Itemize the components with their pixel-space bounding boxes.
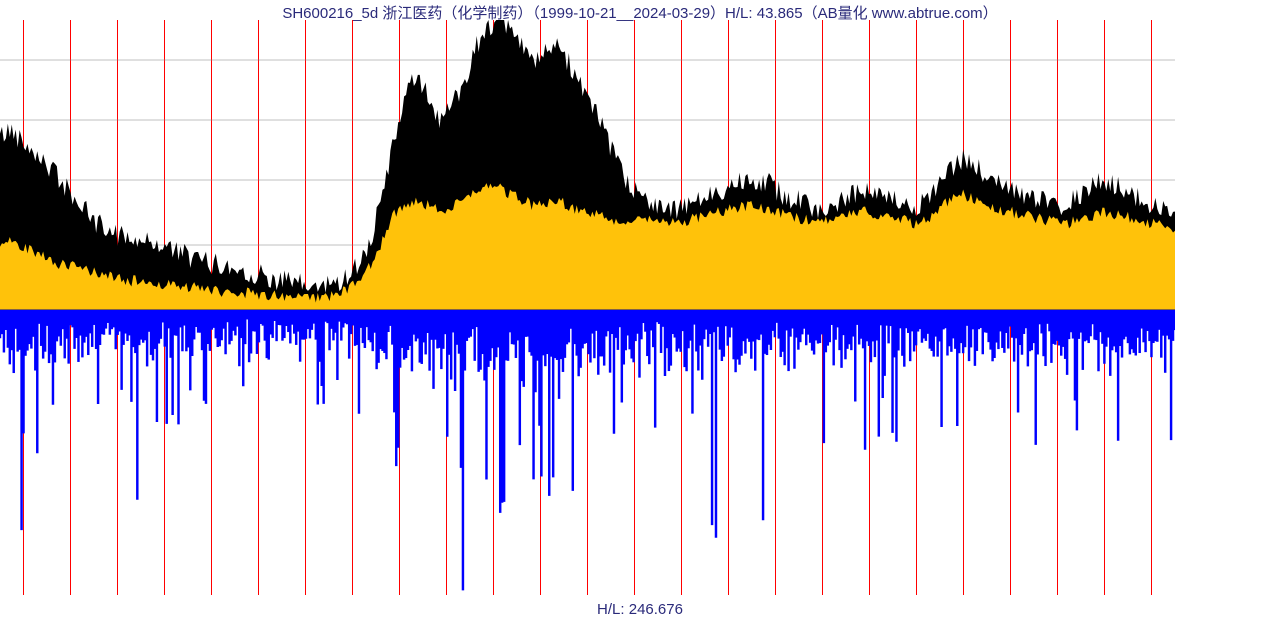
chart-container: SH600216_5d 浙江医药（化学制药）（1999-10-21__2024-… xyxy=(0,0,1280,620)
stock-chart xyxy=(0,0,1280,620)
chart-footer: H/L: 246.676 xyxy=(0,601,1280,618)
chart-title: SH600216_5d 浙江医药（化学制药）（1999-10-21__2024-… xyxy=(0,2,1280,23)
